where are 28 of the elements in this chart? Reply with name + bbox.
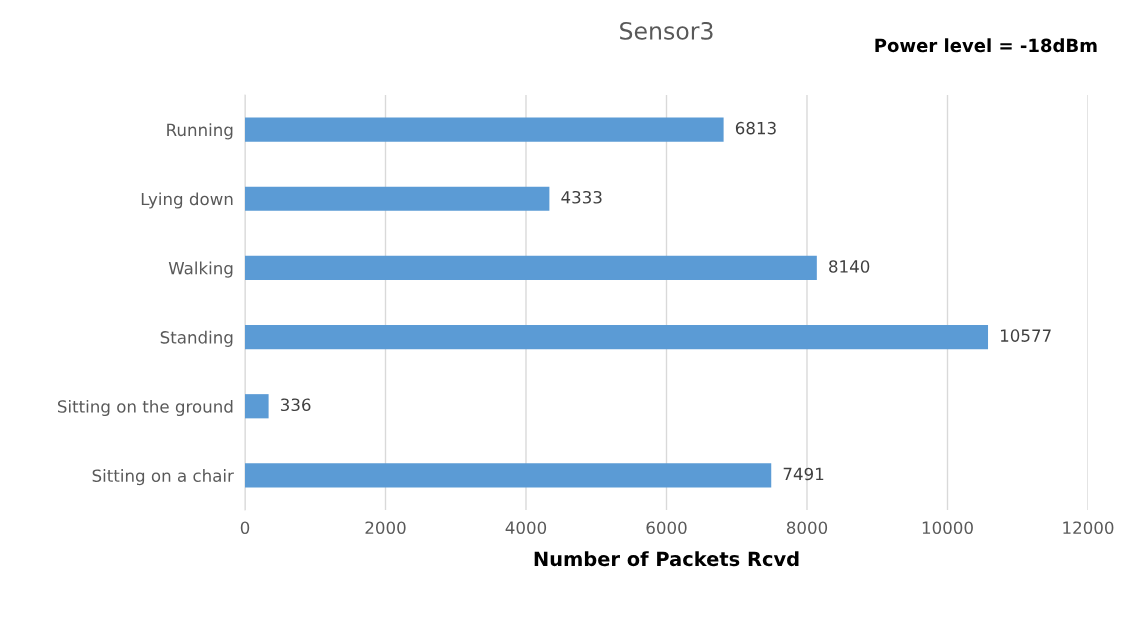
x-axis-title: Number of Packets Rcvd bbox=[534, 551, 799, 567]
text: Power level = -18dBm bbox=[875, 38, 1097, 53]
x-tick-label: 0 bbox=[240, 521, 250, 535]
data-label: 8140 bbox=[829, 260, 870, 273]
y-tick-label: Sitting on the ground bbox=[57, 399, 233, 417]
data-label: 336 bbox=[280, 398, 311, 412]
x-tick-label: 2000 bbox=[365, 521, 406, 535]
chart-title: Sensor3 bbox=[620, 21, 713, 40]
data-label: 4333 bbox=[561, 190, 602, 204]
data-label: 6813 bbox=[735, 121, 776, 135]
x-tick-label: 8000 bbox=[786, 521, 828, 535]
data-label: 10577 bbox=[1000, 329, 1051, 342]
x-tick-label: 10000 bbox=[922, 521, 973, 535]
bar bbox=[245, 324, 989, 350]
y-tick-label: Standing bbox=[160, 330, 233, 347]
data-label: 7491 bbox=[783, 467, 824, 481]
y-tick-label: Lying down bbox=[141, 192, 233, 209]
x-tick-label: 6000 bbox=[646, 521, 687, 535]
y-tick-label: Walking bbox=[168, 261, 233, 278]
bar bbox=[245, 117, 724, 142]
x-tick-label: 12000 bbox=[1063, 521, 1114, 535]
bar bbox=[245, 463, 772, 488]
bar bbox=[245, 186, 550, 211]
x-tick-label: 4000 bbox=[505, 521, 547, 535]
bar bbox=[245, 255, 817, 281]
bar bbox=[245, 394, 269, 419]
y-tick-label: Sitting on a chair bbox=[92, 469, 234, 486]
y-tick-label: Running bbox=[167, 123, 233, 140]
